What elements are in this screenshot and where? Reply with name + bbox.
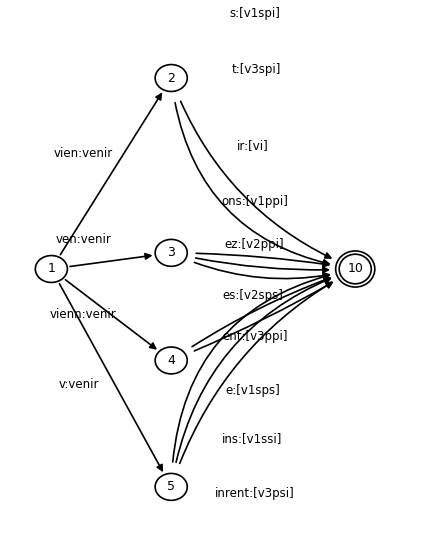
FancyArrowPatch shape	[194, 263, 329, 279]
Ellipse shape	[339, 254, 371, 284]
Text: es:[v2sps]: es:[v2sps]	[222, 289, 283, 302]
FancyArrowPatch shape	[175, 103, 329, 265]
FancyArrowPatch shape	[194, 282, 332, 351]
Text: ir:[vi]: ir:[vi]	[237, 139, 268, 152]
Text: s:[v1spi]: s:[v1spi]	[229, 7, 280, 20]
Ellipse shape	[155, 239, 187, 266]
FancyArrowPatch shape	[192, 277, 330, 346]
FancyArrowPatch shape	[196, 258, 328, 273]
Ellipse shape	[155, 65, 187, 91]
Text: 4: 4	[167, 354, 175, 367]
Text: 1: 1	[48, 263, 55, 275]
Text: ons:[v1ppi]: ons:[v1ppi]	[221, 195, 288, 208]
FancyArrowPatch shape	[176, 278, 330, 462]
Text: e:[v1sps]: e:[v1sps]	[225, 384, 280, 397]
Text: ins:[v1ssi]: ins:[v1ssi]	[222, 432, 283, 445]
Text: t:[v3spi]: t:[v3spi]	[232, 63, 282, 76]
Text: ez:[v2ppi]: ez:[v2ppi]	[225, 238, 285, 251]
Text: 10: 10	[347, 263, 363, 275]
FancyArrowPatch shape	[180, 282, 332, 463]
Text: inrent:[v3psi]: inrent:[v3psi]	[215, 487, 294, 500]
Text: vien:venir: vien:venir	[54, 147, 113, 160]
Text: ent:[v3ppi]: ent:[v3ppi]	[222, 330, 288, 343]
Text: v:venir: v:venir	[59, 378, 99, 391]
Text: ven:venir: ven:venir	[56, 233, 111, 246]
Text: 5: 5	[167, 480, 175, 493]
Ellipse shape	[155, 473, 187, 500]
FancyArrowPatch shape	[181, 101, 331, 258]
Ellipse shape	[155, 347, 187, 374]
Text: 3: 3	[167, 246, 175, 259]
Ellipse shape	[35, 256, 67, 282]
FancyArrowPatch shape	[173, 274, 329, 462]
FancyArrowPatch shape	[196, 253, 329, 267]
Text: 2: 2	[167, 72, 175, 84]
Text: vienn:venir: vienn:venir	[50, 308, 117, 321]
